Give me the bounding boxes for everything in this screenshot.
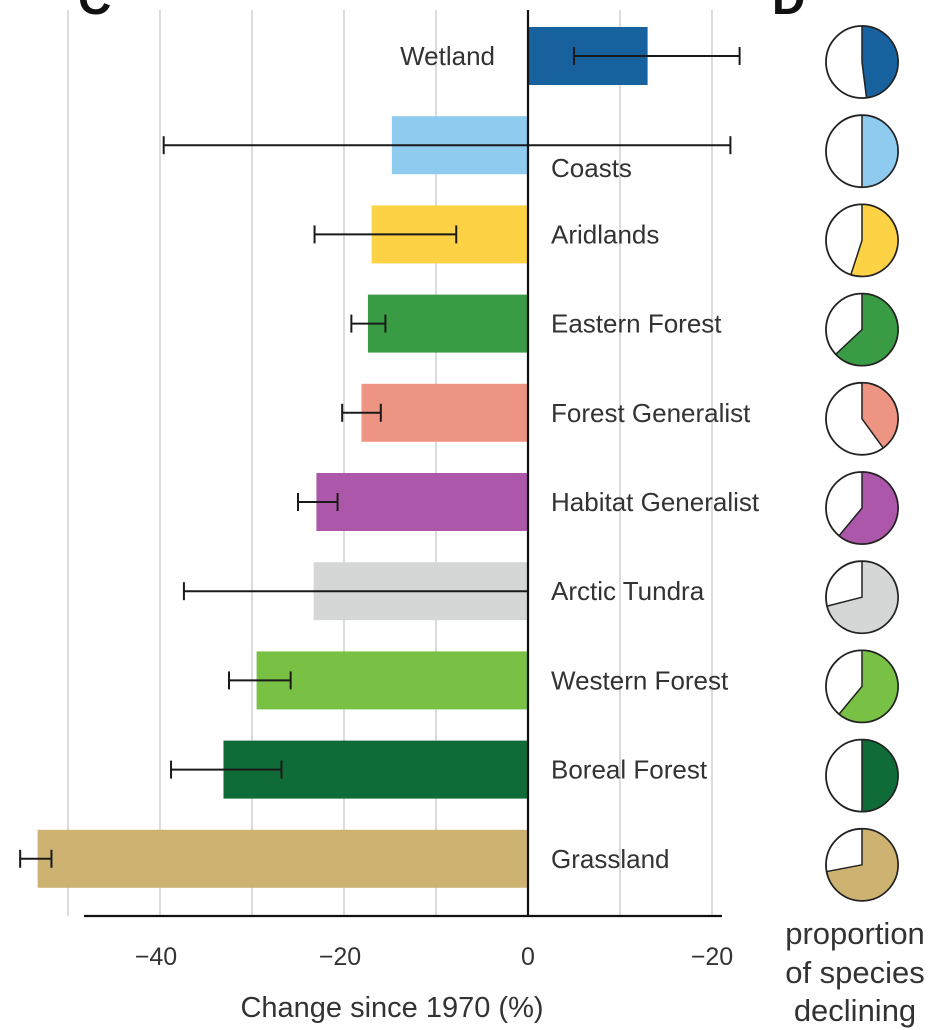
pie-wedge-9	[825, 828, 899, 902]
category-label-5: Habitat Generalist	[551, 487, 760, 517]
category-label-1: Coasts	[551, 153, 632, 183]
pie-charts	[825, 25, 899, 902]
bar-9	[37, 829, 528, 888]
panel-letter-d: D	[772, 0, 805, 24]
category-label-7: Western Forest	[551, 665, 729, 695]
category-label-6: Arctic Tundra	[551, 576, 705, 606]
pie-wedge-2	[850, 203, 899, 278]
category-label-8: Boreal Forest	[551, 755, 708, 785]
pie-wedge-3	[835, 292, 899, 367]
pie-wedge-7	[838, 649, 899, 724]
category-label-2: Aridlands	[551, 219, 659, 249]
panel-letter-c: C	[78, 0, 111, 24]
bar-7	[256, 651, 528, 710]
x-axis-title: Change since 1970 (%)	[240, 992, 543, 1024]
pie-wedge-6	[826, 560, 899, 634]
category-label-3: Eastern Forest	[551, 309, 722, 339]
pie-caption-line-1: proportion	[785, 916, 925, 951]
category-label-4: Forest Generalist	[551, 398, 751, 428]
category-labels: Wetland Coasts Aridlands Eastern Forest Fore…	[400, 41, 760, 874]
x-tick-label-2: 0	[521, 943, 535, 971]
category-label-9: Grassland	[551, 844, 670, 874]
x-axis: −40 −20 0 −20	[84, 10, 733, 971]
pie-wedge-8	[861, 738, 899, 813]
bar-4	[361, 383, 528, 442]
error-bars	[19, 47, 741, 868]
pie-wedge-0	[861, 25, 899, 99]
pie-caption: proportion of species declining	[785, 916, 925, 1028]
category-label-0: Wetland	[400, 41, 495, 71]
x-tick-label-0: −40	[135, 943, 177, 971]
x-tick-label-3: −20	[691, 943, 733, 971]
pie-wedge-1	[861, 114, 899, 188]
x-tick-label-1: −20	[319, 943, 361, 971]
pie-wedge-5	[838, 471, 899, 545]
pie-caption-line-3: declining	[794, 993, 916, 1028]
bar-3	[367, 294, 528, 353]
pie-wedge-4	[861, 382, 899, 449]
bar-5	[316, 473, 528, 531]
pie-caption-line-2: of species	[785, 955, 925, 990]
